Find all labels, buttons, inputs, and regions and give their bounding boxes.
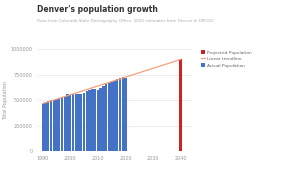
Bar [75,94,77,151]
Text: Data from Colorado State Demography Office, 2020 estimates from Denver & DRCOG: Data from Colorado State Demography Offi… [37,19,214,23]
Bar [105,84,107,151]
Bar [44,102,47,151]
Bar [80,94,82,151]
Legend: Projected Population, Linear trendline, Actual Population: Projected Population, Linear trendline, … [200,49,253,68]
Bar [179,59,182,151]
Bar [66,94,69,151]
Text: Denver's population growth: Denver's population growth [37,5,158,14]
Bar [53,100,55,151]
Bar [72,94,74,151]
Bar [113,81,116,151]
Bar [55,99,58,151]
Bar [88,90,91,151]
Bar [69,95,72,151]
Bar [61,97,63,151]
Bar [83,93,85,151]
Bar [78,94,80,151]
Bar [94,89,96,151]
Bar [116,80,118,151]
Bar [97,90,99,151]
Y-axis label: Total Population: Total Population [3,81,8,120]
Bar [63,96,66,151]
Bar [108,83,110,151]
Bar [47,101,49,151]
Bar [119,78,121,151]
Bar [86,91,88,151]
Bar [58,98,60,151]
Bar [50,100,52,151]
Bar [110,82,113,151]
Bar [122,77,124,151]
Bar [100,88,102,151]
Bar [91,89,94,151]
Bar [41,104,44,151]
Bar [124,78,127,151]
Bar [102,86,105,151]
